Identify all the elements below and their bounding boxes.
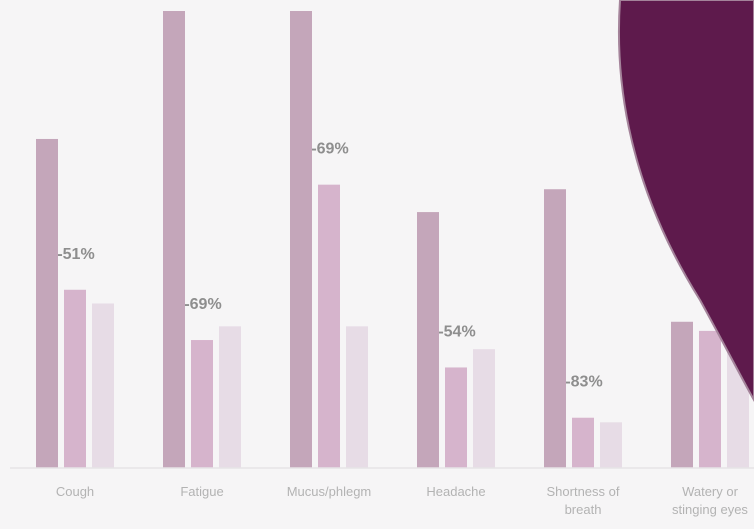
bar-5-2 bbox=[572, 417, 594, 468]
bar-4-2 bbox=[445, 367, 467, 468]
bar-4-1 bbox=[417, 212, 439, 468]
bar-1-3 bbox=[92, 303, 114, 468]
category-label: Shortness of bbox=[547, 484, 620, 499]
labels-group: -51% Cough -69% Fatigue -69% Mucus/phlegm -54%… bbox=[56, 141, 749, 517]
change-label: -83% bbox=[565, 374, 602, 391]
change-label: -54% bbox=[438, 323, 475, 340]
bar-6-1 bbox=[671, 321, 693, 468]
bars-group bbox=[36, 11, 749, 469]
category-label: Headache bbox=[426, 484, 485, 499]
change-label: -69% bbox=[311, 141, 348, 158]
bar-3-3 bbox=[346, 326, 368, 468]
bar-4-3 bbox=[473, 349, 495, 468]
bar-5-3 bbox=[600, 422, 622, 468]
bar-2-1 bbox=[163, 11, 185, 468]
bar-5-1 bbox=[544, 189, 566, 469]
change-label: -51% bbox=[57, 246, 94, 263]
bar-2-3 bbox=[219, 326, 241, 468]
bar-1-1 bbox=[36, 138, 58, 468]
bar-3-2 bbox=[318, 184, 340, 468]
category-label: stinging eyes bbox=[672, 502, 748, 517]
bar-2-2 bbox=[191, 340, 213, 468]
category-label: Mucus/phlegm bbox=[287, 484, 372, 499]
change-label: -69% bbox=[184, 296, 221, 313]
bar-1-2 bbox=[64, 289, 86, 468]
category-label: Watery or bbox=[682, 484, 739, 499]
decorative-overlay-shape bbox=[617, 0, 754, 402]
category-label: breath bbox=[565, 502, 602, 517]
category-label: Fatigue bbox=[180, 484, 223, 499]
category-label: Cough bbox=[56, 484, 94, 499]
bar-6-2 bbox=[699, 330, 721, 468]
bar-3-1 bbox=[290, 11, 312, 468]
